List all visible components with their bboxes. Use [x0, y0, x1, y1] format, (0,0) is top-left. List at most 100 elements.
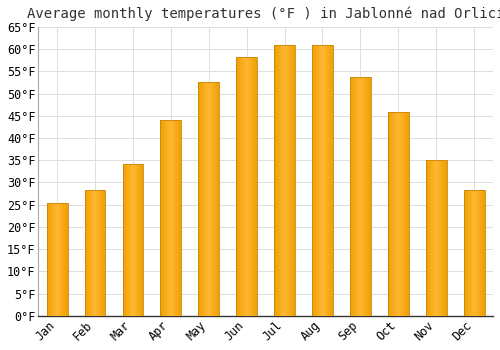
Bar [292, 44, 293, 316]
Bar [428, 160, 430, 316]
Bar [467, 190, 468, 316]
Bar [203, 82, 204, 316]
Bar [355, 77, 356, 316]
Bar [251, 57, 252, 316]
Bar [90, 190, 91, 316]
Bar [131, 164, 132, 316]
Bar [362, 77, 363, 316]
Bar [142, 164, 144, 316]
Bar [477, 190, 478, 316]
Bar [172, 120, 173, 316]
Bar [47, 203, 68, 316]
Bar [438, 160, 439, 316]
Bar [392, 112, 394, 316]
Bar [67, 203, 68, 316]
Bar [170, 120, 171, 316]
Bar [171, 120, 172, 316]
Bar [274, 44, 295, 316]
Bar [289, 44, 290, 316]
Bar [312, 46, 333, 316]
Bar [435, 160, 436, 316]
Bar [64, 203, 65, 316]
Bar [437, 160, 438, 316]
Bar [137, 164, 138, 316]
Bar [89, 190, 90, 316]
Bar [218, 82, 219, 316]
Bar [212, 82, 213, 316]
Bar [88, 190, 89, 316]
Bar [350, 77, 352, 316]
Bar [318, 46, 319, 316]
Bar [395, 112, 396, 316]
Bar [239, 57, 240, 316]
Bar [293, 44, 294, 316]
Bar [124, 164, 126, 316]
Bar [358, 77, 359, 316]
Bar [331, 46, 332, 316]
Bar [129, 164, 130, 316]
Bar [180, 120, 182, 316]
Bar [274, 44, 275, 316]
Bar [246, 57, 248, 316]
Bar [332, 46, 333, 316]
Bar [175, 120, 176, 316]
Bar [256, 57, 257, 316]
Bar [51, 203, 52, 316]
Bar [322, 46, 323, 316]
Bar [166, 120, 168, 316]
Bar [237, 57, 238, 316]
Bar [275, 44, 276, 316]
Bar [95, 190, 96, 316]
Bar [96, 190, 97, 316]
Bar [314, 46, 315, 316]
Bar [217, 82, 218, 316]
Bar [320, 46, 321, 316]
Bar [444, 160, 445, 316]
Bar [248, 57, 249, 316]
Bar [54, 203, 55, 316]
Bar [443, 160, 444, 316]
Bar [198, 82, 199, 316]
Bar [254, 57, 255, 316]
Bar [99, 190, 100, 316]
Bar [394, 112, 395, 316]
Bar [253, 57, 254, 316]
Bar [464, 190, 484, 316]
Bar [436, 160, 437, 316]
Bar [140, 164, 141, 316]
Bar [468, 190, 469, 316]
Bar [208, 82, 209, 316]
Bar [177, 120, 178, 316]
Bar [60, 203, 62, 316]
Bar [216, 82, 217, 316]
Bar [133, 164, 134, 316]
Bar [98, 190, 99, 316]
Bar [179, 120, 180, 316]
Bar [97, 190, 98, 316]
Bar [445, 160, 446, 316]
Bar [284, 44, 286, 316]
Bar [328, 46, 330, 316]
Bar [353, 77, 354, 316]
Bar [282, 44, 283, 316]
Title: Average monthly temperatures (°F ) in Jablonné nad Orlicí: Average monthly temperatures (°F ) in Ja… [27, 7, 500, 21]
Bar [169, 120, 170, 316]
Bar [475, 190, 476, 316]
Bar [58, 203, 59, 316]
Bar [388, 112, 408, 316]
Bar [94, 190, 95, 316]
Bar [354, 77, 355, 316]
Bar [132, 164, 133, 316]
Bar [163, 120, 164, 316]
Bar [130, 164, 131, 316]
Bar [363, 77, 364, 316]
Bar [243, 57, 244, 316]
Bar [434, 160, 435, 316]
Bar [252, 57, 253, 316]
Bar [210, 82, 211, 316]
Bar [56, 203, 57, 316]
Bar [278, 44, 279, 316]
Bar [294, 44, 295, 316]
Bar [478, 190, 479, 316]
Bar [464, 190, 465, 316]
